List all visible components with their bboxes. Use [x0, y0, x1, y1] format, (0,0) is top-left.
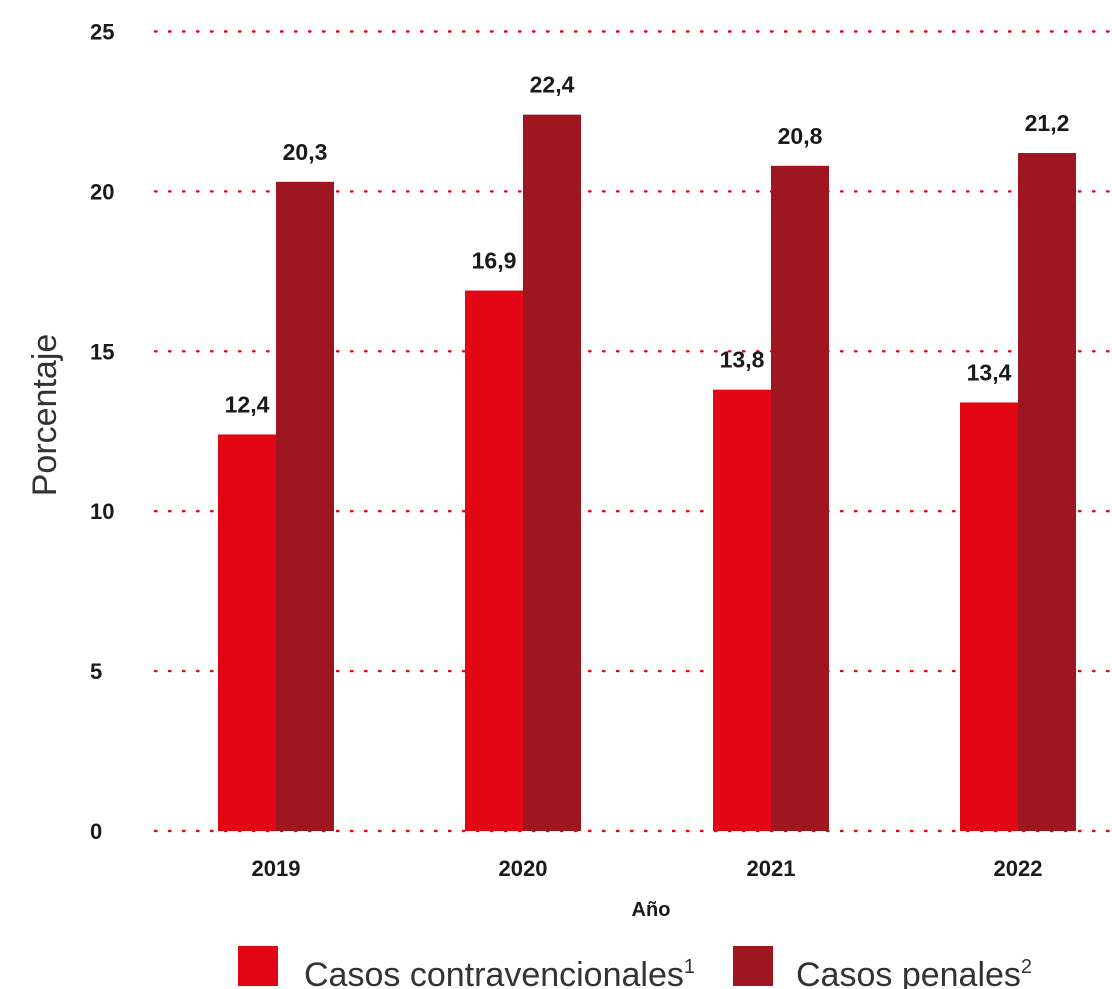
legend-footnote-2: 2	[1021, 956, 1032, 978]
bar	[771, 165, 829, 832]
y-axis-ticks: 0 5 10 15 20 25	[90, 20, 114, 845]
bar	[713, 389, 771, 831]
legend-text-penales: Casos penales	[796, 956, 1021, 989]
y-tick-label: 5	[90, 659, 102, 684]
data-label: 20,3	[283, 139, 328, 165]
legend-label-contravencionales: Casos contravencionales1	[304, 956, 695, 989]
legend-text-contravencionales: Casos contravencionales	[304, 956, 684, 989]
data-label: 13,4	[967, 359, 1012, 385]
y-tick-label: 0	[90, 819, 102, 844]
bar	[218, 434, 276, 831]
y-tick-label: 20	[90, 179, 114, 204]
data-label: 21,2	[1025, 110, 1070, 136]
bars	[218, 114, 1076, 832]
data-label: 20,8	[778, 123, 823, 149]
data-label: 22,4	[530, 72, 575, 98]
gridlines	[153, 30, 1112, 833]
legend-swatch-contravencionales	[238, 946, 278, 986]
data-label: 16,9	[472, 248, 517, 274]
bar	[276, 181, 334, 831]
bar	[465, 290, 523, 832]
data-labels: 12,4 16,9 13,8 13,4 20,3 22,4 20,8 21,2	[225, 72, 1070, 418]
y-tick-label: 25	[90, 20, 114, 45]
bar	[1018, 153, 1076, 832]
bar	[960, 402, 1018, 831]
x-tick-label: 2019	[252, 856, 301, 881]
y-axis-label: Porcentaje	[26, 334, 64, 497]
x-tick-label: 2020	[499, 856, 548, 881]
x-tick-label: 2022	[994, 856, 1043, 881]
bar	[523, 114, 581, 831]
legend-footnote-1: 1	[684, 956, 695, 978]
legend-label-penales: Casos penales2	[796, 956, 1032, 989]
legend: Casos contravencionales1 Casos penales2	[238, 946, 1032, 989]
legend-swatch-penales	[733, 946, 773, 986]
data-label: 12,4	[225, 391, 270, 417]
y-tick-label: 10	[90, 499, 114, 524]
x-axis-label: Año	[632, 899, 671, 921]
x-axis-ticks: 2019 2020 2021 2022	[252, 856, 1043, 881]
data-label: 13,8	[720, 347, 765, 373]
y-tick-label: 15	[90, 339, 114, 364]
x-tick-label: 2021	[747, 856, 796, 881]
